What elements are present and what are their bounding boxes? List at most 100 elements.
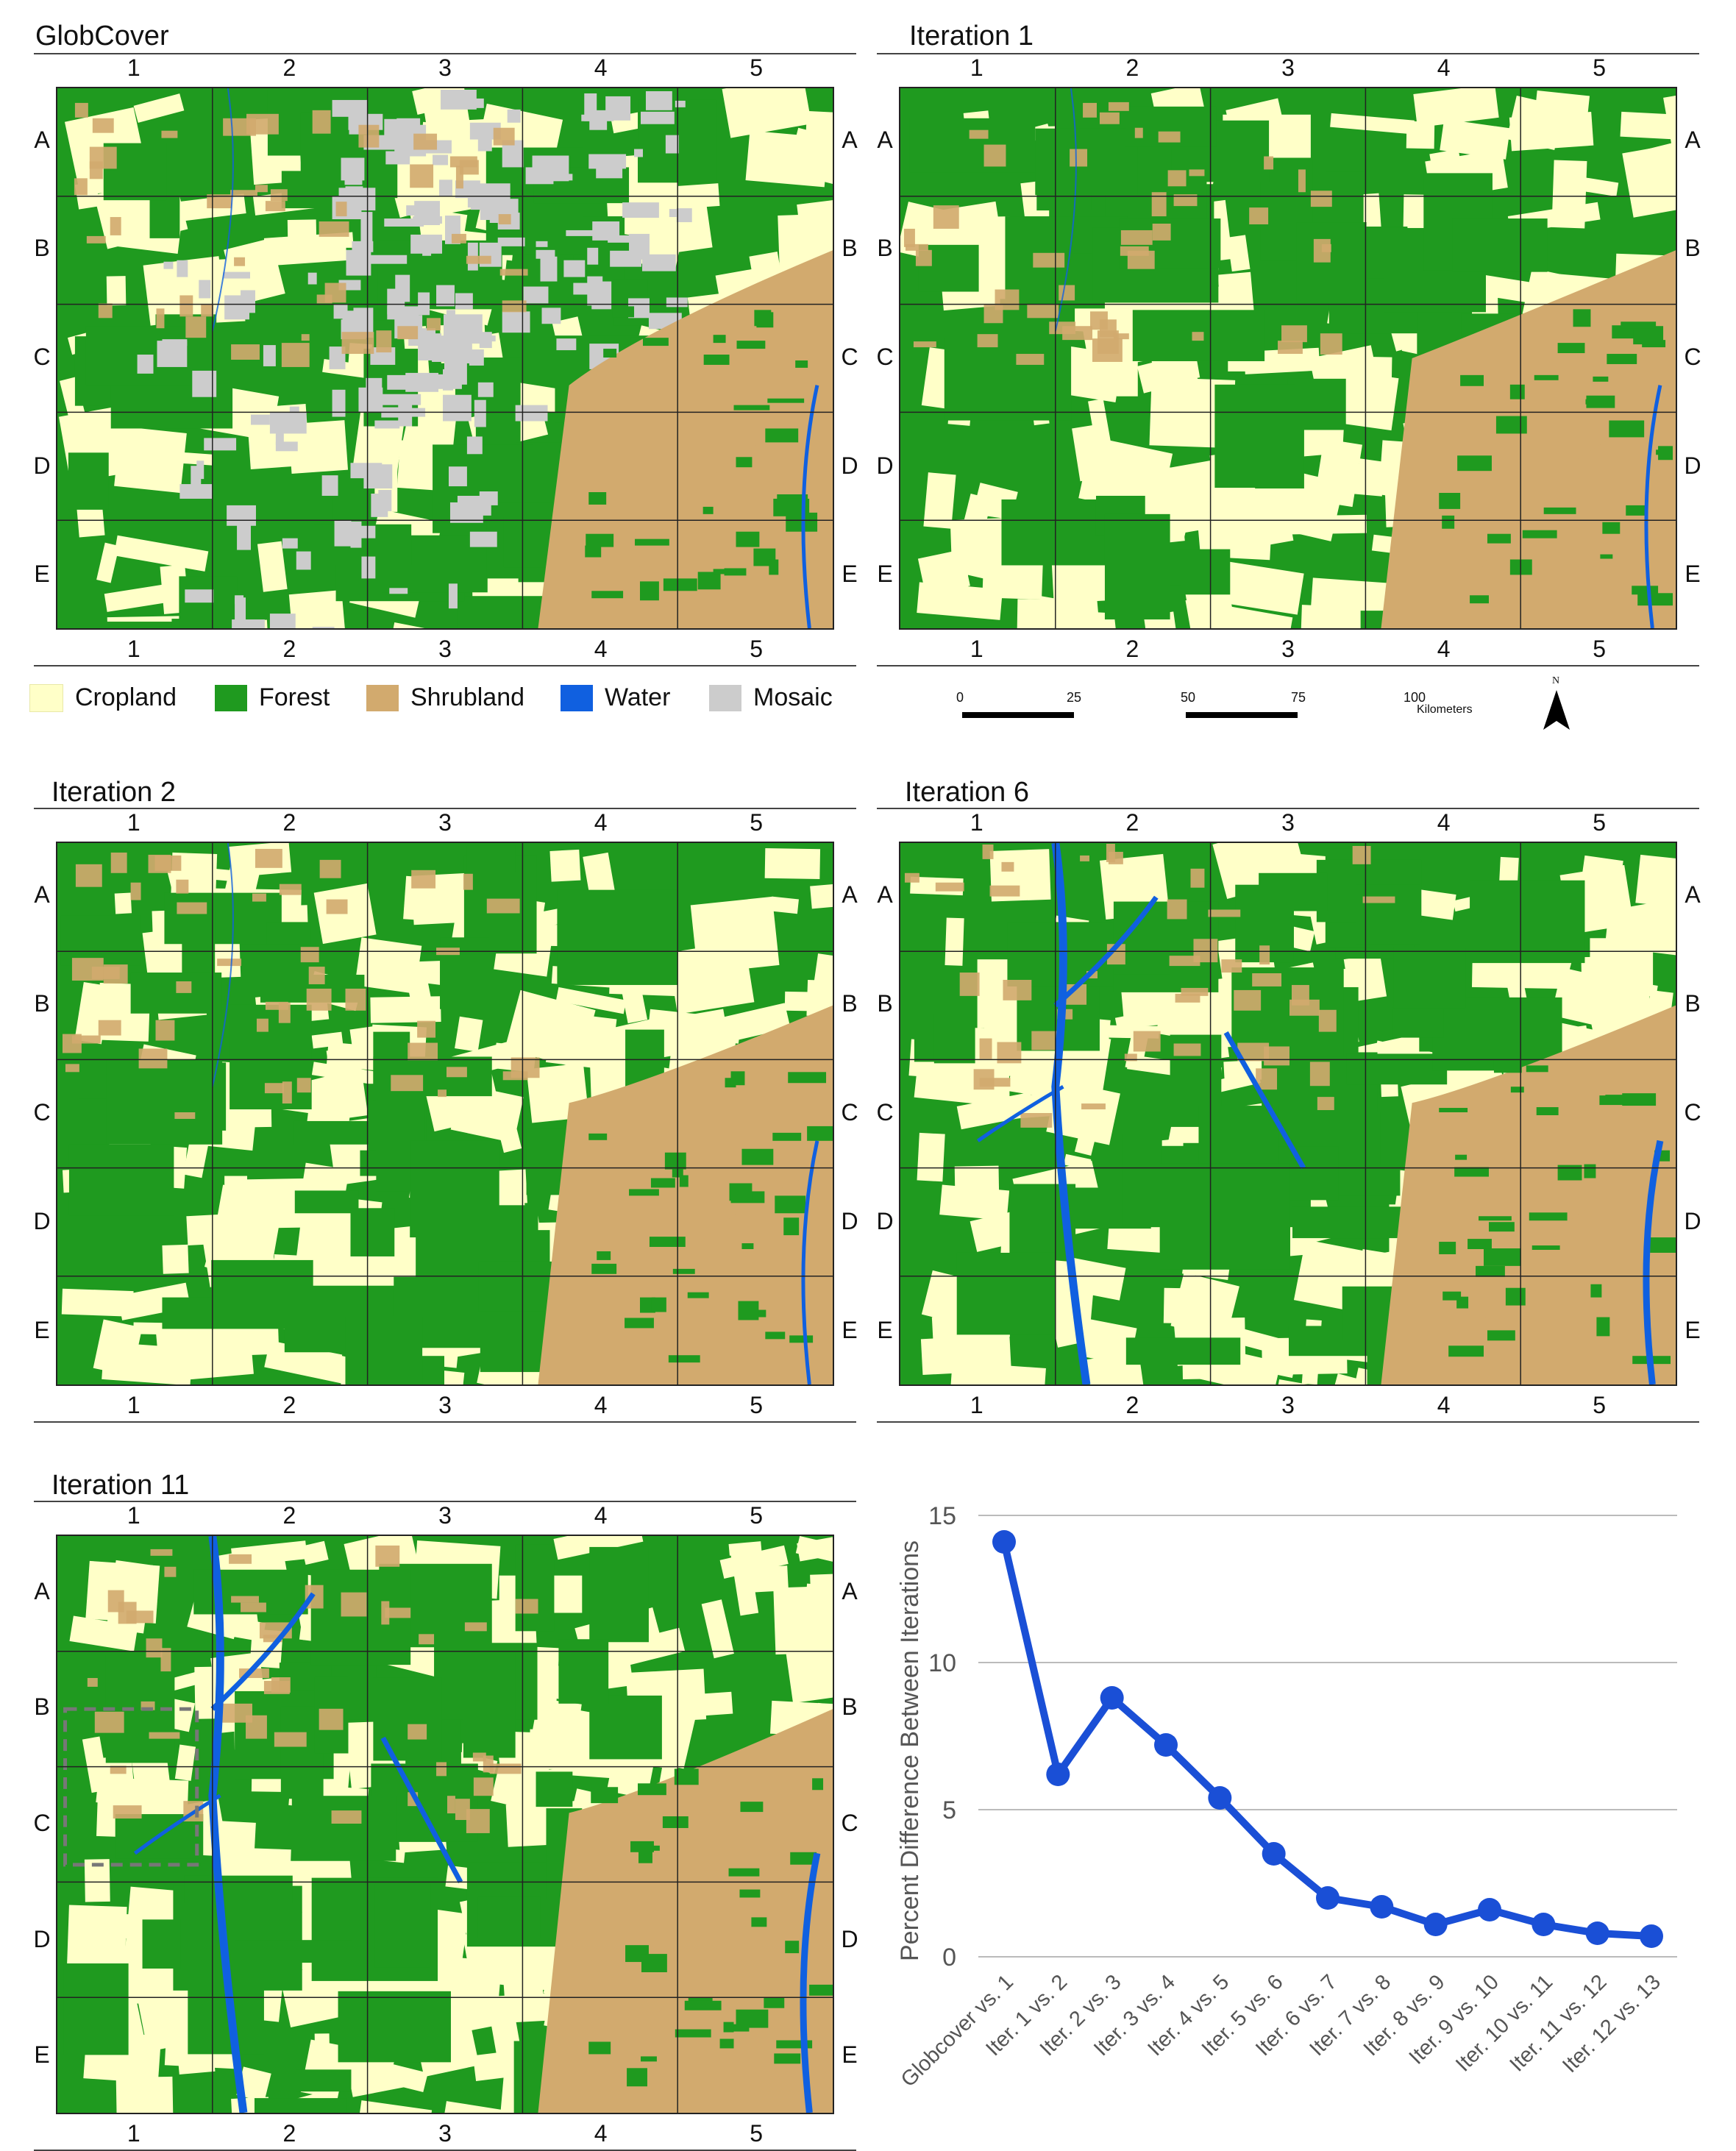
- row-label-D: D: [841, 1925, 858, 1952]
- y-axis-label: Percent Difference Between Iterations: [896, 1540, 924, 1961]
- legend-label: Mosaic: [753, 683, 833, 711]
- column-label-5: 5: [1593, 1392, 1607, 1418]
- panel-title: Iteration 11: [51, 1470, 190, 1501]
- column-label-2: 2: [282, 1392, 296, 1418]
- row-label-A: A: [34, 126, 50, 153]
- scale-segment-1: [962, 712, 1074, 718]
- row-label-C: C: [841, 1810, 858, 1836]
- legend-item-mosaic: Mosaic: [709, 683, 833, 712]
- row-label-C: C: [33, 344, 51, 370]
- column-label-5: 5: [750, 809, 764, 836]
- row-label-B: B: [877, 990, 893, 1017]
- scale-bar: 0 25 50 75 100 Kilometers: [956, 690, 1515, 734]
- scale-tick-75: 75: [1291, 690, 1306, 705]
- column-label-2: 2: [1125, 636, 1139, 662]
- row-label-A: A: [842, 1577, 858, 1604]
- legend-label: Cropland: [75, 683, 177, 711]
- panel-frame: [877, 808, 1699, 809]
- row-label-D: D: [33, 1208, 51, 1234]
- row-label-C: C: [876, 344, 894, 370]
- scale-tick-25: 25: [1067, 690, 1082, 705]
- panel-frame: [34, 808, 856, 809]
- column-label-4: 4: [594, 636, 608, 662]
- column-label-1: 1: [127, 636, 140, 662]
- column-label-2: 2: [1125, 54, 1139, 81]
- data-point: [1585, 1921, 1609, 1945]
- row-label-C: C: [1684, 344, 1701, 370]
- column-label-5: 5: [750, 1502, 764, 1529]
- row-label-A: A: [1685, 881, 1701, 908]
- row-label-E: E: [1685, 1317, 1701, 1343]
- column-label-3: 3: [438, 1502, 452, 1529]
- column-label-1: 1: [127, 54, 140, 81]
- row-label-D: D: [876, 452, 894, 479]
- row-label-C: C: [841, 1099, 858, 1126]
- column-label-4: 4: [1437, 809, 1451, 836]
- row-label-A: A: [877, 126, 893, 153]
- panel-title: Iteration 6: [905, 777, 1029, 808]
- legend-label: Water: [605, 683, 671, 711]
- data-point: [1208, 1786, 1232, 1810]
- row-label-B: B: [842, 990, 858, 1017]
- land-cover-map: [56, 1535, 834, 2114]
- row-label-B: B: [842, 1693, 858, 1721]
- column-label-1: 1: [127, 1392, 140, 1418]
- column-label-4: 4: [1437, 636, 1451, 662]
- column-label-5: 5: [750, 2120, 764, 2147]
- data-point: [1100, 1686, 1124, 1710]
- row-label-B: B: [34, 1693, 50, 1721]
- column-label-1: 1: [970, 54, 983, 81]
- column-label-5: 5: [750, 54, 764, 81]
- data-point: [1046, 1763, 1070, 1786]
- column-label-5: 5: [1593, 809, 1607, 836]
- panel-frame-bottom: [877, 665, 1699, 666]
- row-label-D: D: [841, 452, 858, 479]
- row-label-D: D: [841, 1208, 858, 1234]
- column-label-3: 3: [438, 809, 452, 836]
- row-label-D: D: [1684, 452, 1701, 479]
- y-tick-label: 15: [928, 1502, 956, 1530]
- legend-item-forest: Forest: [215, 683, 330, 712]
- row-label-B: B: [34, 990, 50, 1017]
- panel-title: Iteration 2: [51, 777, 176, 808]
- data-point: [1262, 1842, 1286, 1866]
- column-label-1: 1: [127, 1502, 140, 1529]
- column-label-3: 3: [1281, 54, 1295, 81]
- column-label-5: 5: [750, 636, 764, 662]
- row-label-A: A: [34, 881, 50, 908]
- data-point: [1154, 1733, 1178, 1757]
- column-label-4: 4: [1437, 54, 1451, 81]
- legend-item-shrubland: Shrubland: [366, 683, 524, 712]
- y-tick-label: 0: [942, 1944, 956, 1972]
- column-label-2: 2: [1125, 1392, 1139, 1418]
- panel-frame-bottom: [34, 1421, 856, 1423]
- land-cover-map: [56, 87, 834, 630]
- row-label-B: B: [877, 235, 893, 262]
- series-line: [1000, 1540, 1652, 1940]
- column-label-3: 3: [1281, 636, 1295, 662]
- row-label-E: E: [34, 1317, 50, 1343]
- row-label-D: D: [33, 452, 51, 479]
- column-label-3: 3: [438, 2120, 452, 2147]
- row-label-D: D: [876, 1208, 894, 1234]
- cropland-swatch: [29, 683, 63, 712]
- row-label-C: C: [1684, 1099, 1701, 1126]
- column-label-2: 2: [282, 809, 296, 836]
- column-label-3: 3: [438, 1392, 452, 1418]
- row-label-E: E: [877, 1317, 893, 1343]
- panel-frame: [34, 53, 856, 54]
- panel-frame: [877, 53, 1699, 54]
- row-label-B: B: [1685, 990, 1701, 1017]
- scale-tick-50: 50: [1181, 690, 1196, 705]
- shrubland-swatch: [366, 684, 399, 711]
- north-arrow-icon: N: [1540, 675, 1573, 734]
- column-label-2: 2: [282, 1502, 296, 1529]
- column-label-5: 5: [750, 1392, 764, 1418]
- row-label-A: A: [34, 1577, 50, 1604]
- column-label-2: 2: [1125, 809, 1139, 836]
- water-swatch: [561, 684, 593, 711]
- legend-label: Forest: [259, 683, 330, 711]
- column-label-2: 2: [282, 54, 296, 81]
- panel-title: GlobCover: [35, 21, 169, 51]
